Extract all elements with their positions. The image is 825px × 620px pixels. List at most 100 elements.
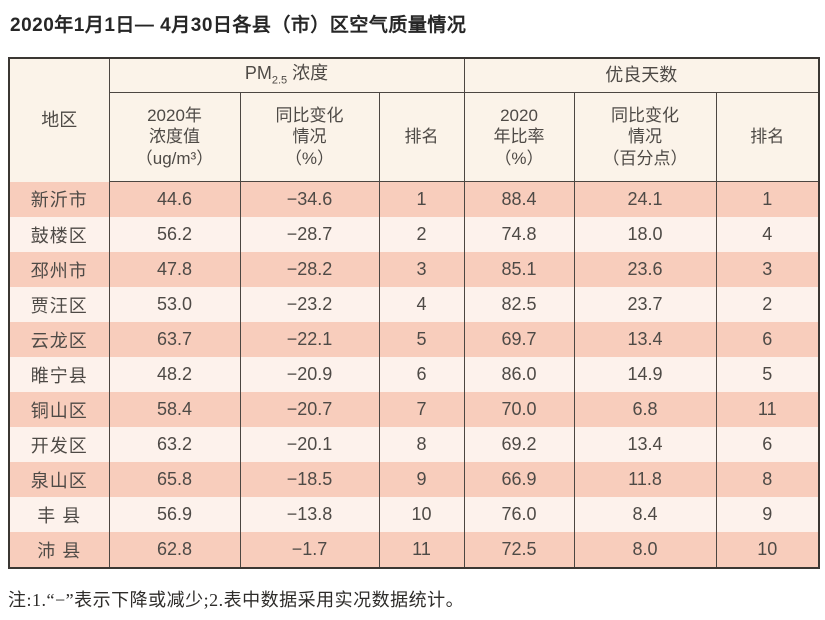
table-row: 铜山区 58.4 −20.7 7 70.0 6.8 11 <box>8 392 820 427</box>
pm-rank-cell: 5 <box>378 322 465 357</box>
region-cell: 铜山区 <box>8 392 110 427</box>
days-rank-cell: 10 <box>715 532 820 568</box>
pm-value-cell: 56.9 <box>108 497 241 532</box>
days-change-cell: 8.4 <box>573 497 717 532</box>
days-rank-cell: 11 <box>715 392 820 427</box>
column-header-pm-rank: 排名 <box>378 92 465 182</box>
column-header-region: 地区 <box>8 58 110 182</box>
column-header-days-rank: 排名 <box>715 92 820 182</box>
table-row: 云龙区 63.7 −22.1 5 69.7 13.4 6 <box>8 322 820 357</box>
days-rate-cell: 69.7 <box>463 322 575 357</box>
column-header-pm-value: 2020年 浓度值 （ug/m³） <box>108 92 241 182</box>
pm-rank-cell: 10 <box>378 497 465 532</box>
days-change-cell: 23.7 <box>573 287 717 322</box>
table-row: 泉山区 65.8 −18.5 9 66.9 11.8 8 <box>8 462 820 497</box>
pm-rank-cell: 6 <box>378 357 465 392</box>
column-header-days-change: 同比变化 情况 （百分点） <box>573 92 717 182</box>
days-rank-cell: 4 <box>715 217 820 252</box>
pm-change-cell: −20.1 <box>239 427 380 462</box>
air-quality-table: 地区 PM2.5 浓度 优良天数 2020年 浓度值 （ug/m³） 同比变化 … <box>8 57 821 569</box>
table-row: 邳州市 47.8 −28.2 3 85.1 23.6 3 <box>8 252 820 287</box>
region-cell: 丰 县 <box>8 497 110 532</box>
table-row: 睢宁县 48.2 −20.9 6 86.0 14.9 5 <box>8 357 820 392</box>
pm-change-cell: −13.8 <box>239 497 380 532</box>
region-cell: 云龙区 <box>8 322 110 357</box>
pm-change-cell: −1.7 <box>239 532 380 568</box>
days-change-cell: 24.1 <box>573 181 717 217</box>
pm25-label-prefix: PM <box>244 63 272 84</box>
days-rank-cell: 1 <box>715 181 820 217</box>
pm-value-cell: 58.4 <box>108 392 241 427</box>
pm-change-cell: −28.7 <box>239 217 380 252</box>
pm-rank-cell: 3 <box>378 252 465 287</box>
column-group-pm25: PM2.5 浓度 <box>108 58 465 93</box>
days-change-cell: 18.0 <box>573 217 717 252</box>
pm-value-cell: 56.2 <box>108 217 241 252</box>
pm-rank-cell: 2 <box>378 217 465 252</box>
pm-change-cell: −22.1 <box>239 322 380 357</box>
pm-value-cell: 65.8 <box>108 462 241 497</box>
column-header-pm-change: 同比变化 情况 （%） <box>239 92 380 182</box>
region-cell: 邳州市 <box>8 252 110 287</box>
pm-value-cell: 44.6 <box>108 181 241 217</box>
days-rate-cell: 74.8 <box>463 217 575 252</box>
days-rank-cell: 2 <box>715 287 820 322</box>
pm-rank-cell: 4 <box>378 287 465 322</box>
days-rate-cell: 82.5 <box>463 287 575 322</box>
pm-value-cell: 48.2 <box>108 357 241 392</box>
pm-rank-cell: 7 <box>378 392 465 427</box>
pm-value-cell: 63.7 <box>108 322 241 357</box>
days-change-cell: 23.6 <box>573 252 717 287</box>
pm-change-cell: −20.7 <box>239 392 380 427</box>
page-title: 2020年1月1日— 4月30日各县（市）区空气质量情况 <box>10 15 467 36</box>
column-header-days-rate: 2020 年比率 （%） <box>463 92 575 182</box>
table-row: 沛 县 62.8 −1.7 11 72.5 8.0 10 <box>8 532 820 568</box>
region-cell: 新沂市 <box>8 181 110 217</box>
days-rate-cell: 88.4 <box>463 181 575 217</box>
pm25-subscript: 2.5 <box>271 74 288 87</box>
region-cell: 泉山区 <box>8 462 110 497</box>
region-cell: 沛 县 <box>8 532 110 568</box>
days-rate-cell: 86.0 <box>463 357 575 392</box>
days-rate-cell: 85.1 <box>463 252 575 287</box>
pm-change-cell: −20.9 <box>239 357 380 392</box>
days-rank-cell: 5 <box>715 357 820 392</box>
days-change-cell: 13.4 <box>573 322 717 357</box>
days-rank-cell: 8 <box>715 462 820 497</box>
days-change-cell: 11.8 <box>573 462 717 497</box>
table-row: 开发区 63.2 −20.1 8 69.2 13.4 6 <box>8 427 820 462</box>
days-change-cell: 14.9 <box>573 357 717 392</box>
days-rank-cell: 6 <box>715 427 820 462</box>
days-rank-cell: 6 <box>715 322 820 357</box>
region-cell: 睢宁县 <box>8 357 110 392</box>
pm-rank-cell: 1 <box>378 181 465 217</box>
table-body: 新沂市 44.6 −34.6 1 88.4 24.1 1 鼓楼区 56.2 −2… <box>8 181 820 568</box>
region-cell: 开发区 <box>8 427 110 462</box>
days-rate-cell: 69.2 <box>463 427 575 462</box>
column-group-good-days: 优良天数 <box>463 58 820 93</box>
pm-change-cell: −23.2 <box>239 287 380 322</box>
pm-value-cell: 47.8 <box>108 252 241 287</box>
pm-value-cell: 62.8 <box>108 532 241 568</box>
footnote: 注:1.“−”表示下降或减少;2.表中数据采用实况数据统计。 <box>8 590 465 610</box>
table-row: 新沂市 44.6 −34.6 1 88.4 24.1 1 <box>8 181 820 217</box>
pm-rank-cell: 8 <box>378 427 465 462</box>
pm-rank-cell: 11 <box>378 532 465 568</box>
pm25-label-suffix: 浓度 <box>287 63 329 84</box>
header-group-row: 地区 PM2.5 浓度 优良天数 <box>8 58 820 182</box>
table-row: 贾汪区 53.0 −23.2 4 82.5 23.7 2 <box>8 287 820 322</box>
days-rate-cell: 76.0 <box>463 497 575 532</box>
header-sub-row: 2020年 浓度值 （ug/m³） 同比变化 情况 （%） 排名 2020 年比… <box>9 92 820 182</box>
days-rate-cell: 70.0 <box>463 392 575 427</box>
days-change-cell: 13.4 <box>573 427 717 462</box>
region-cell: 鼓楼区 <box>8 217 110 252</box>
days-change-cell: 6.8 <box>573 392 717 427</box>
table-row: 鼓楼区 56.2 −28.7 2 74.8 18.0 4 <box>8 217 820 252</box>
pm-change-cell: −34.6 <box>239 181 380 217</box>
pm-rank-cell: 9 <box>378 462 465 497</box>
days-rank-cell: 9 <box>715 497 820 532</box>
pm-change-cell: −18.5 <box>239 462 380 497</box>
pm-value-cell: 63.2 <box>108 427 241 462</box>
days-rate-cell: 72.5 <box>463 532 575 568</box>
